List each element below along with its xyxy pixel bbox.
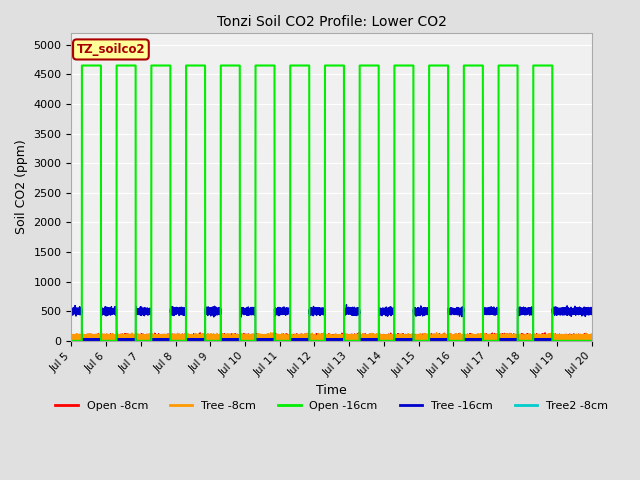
Open -8cm (182, 335, 189, 341)
Tree2 -8cm (356, 337, 364, 343)
Tree -8cm (588, 335, 596, 340)
Tree2 -8cm (84, 336, 92, 341)
Tree -8cm (519, 336, 527, 341)
Open -8cm (124, 336, 132, 342)
Tree -8cm (124, 335, 132, 341)
Tree2 -8cm (519, 336, 527, 341)
Tree2 -8cm (182, 335, 189, 341)
Tree -16cm (182, 308, 189, 314)
Open -16cm (343, 338, 351, 344)
X-axis label: Time: Time (316, 384, 347, 397)
Open -16cm (182, 338, 189, 344)
Tree2 -8cm (68, 335, 76, 340)
Tree -8cm (343, 335, 351, 341)
Tree -8cm (68, 333, 76, 339)
Title: Tonzi Soil CO2 Profile: Lower CO2: Tonzi Soil CO2 Profile: Lower CO2 (217, 15, 447, 29)
Open -8cm (588, 336, 596, 341)
Open -16cm (588, 338, 596, 344)
Tree -16cm (124, 337, 132, 343)
Line: Tree2 -8cm: Tree2 -8cm (72, 336, 592, 340)
Open -8cm (68, 333, 76, 339)
Tree2 -8cm (95, 333, 102, 339)
Y-axis label: Soil CO2 (ppm): Soil CO2 (ppm) (15, 140, 28, 234)
Tree -8cm (69, 338, 77, 344)
Tree -8cm (182, 334, 189, 339)
Text: TZ_soilco2: TZ_soilco2 (77, 43, 145, 56)
Line: Open -8cm: Open -8cm (72, 333, 592, 341)
Open -16cm (78, 62, 86, 68)
Open -8cm (519, 336, 527, 342)
Tree -16cm (68, 308, 76, 313)
Open -16cm (124, 62, 132, 68)
Line: Tree -16cm: Tree -16cm (72, 305, 592, 341)
Open -8cm (83, 338, 91, 344)
Tree2 -8cm (343, 335, 351, 341)
Tree -16cm (342, 302, 350, 308)
Tree -16cm (84, 337, 92, 343)
Tree -8cm (267, 330, 275, 336)
Open -16cm (519, 338, 527, 344)
Tree -16cm (193, 336, 200, 342)
Tree2 -8cm (588, 336, 596, 341)
Tree -8cm (193, 335, 200, 341)
Open -16cm (84, 62, 92, 68)
Tree2 -8cm (193, 334, 200, 340)
Tree -16cm (519, 308, 527, 313)
Line: Open -16cm: Open -16cm (72, 65, 592, 341)
Tree -16cm (343, 308, 351, 313)
Legend: Open -8cm, Tree -8cm, Open -16cm, Tree -16cm, Tree2 -8cm: Open -8cm, Tree -8cm, Open -16cm, Tree -… (51, 396, 612, 415)
Tree -16cm (588, 309, 596, 314)
Tree -8cm (84, 334, 92, 339)
Open -8cm (84, 335, 92, 340)
Open -8cm (193, 334, 200, 339)
Open -16cm (193, 62, 200, 68)
Open -16cm (68, 338, 76, 344)
Open -8cm (541, 330, 549, 336)
Tree -16cm (154, 338, 161, 344)
Tree2 -8cm (124, 335, 132, 341)
Open -8cm (343, 334, 351, 340)
Line: Tree -8cm: Tree -8cm (72, 333, 592, 341)
